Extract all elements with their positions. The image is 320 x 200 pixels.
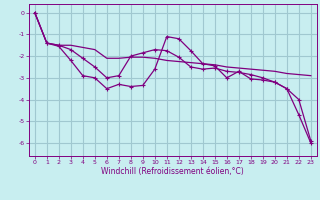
- X-axis label: Windchill (Refroidissement éolien,°C): Windchill (Refroidissement éolien,°C): [101, 167, 244, 176]
